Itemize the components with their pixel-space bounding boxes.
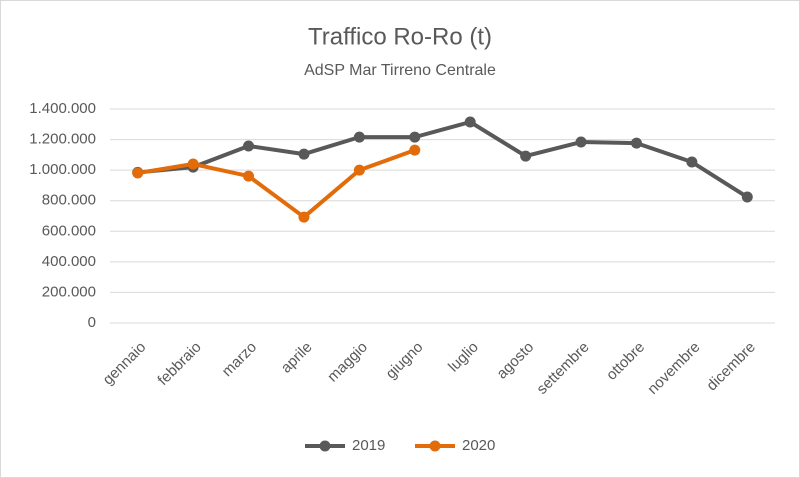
series-line: [137, 119, 749, 199]
series-marker: [464, 116, 476, 128]
series-marker: [132, 167, 144, 179]
legend-label: 2020: [462, 437, 495, 454]
chart-subtitle: AdSP Mar Tirreno Centrale: [304, 62, 496, 79]
y-tick-label: 1.400.000: [29, 100, 96, 117]
series-marker: [630, 137, 642, 149]
series-marker: [409, 131, 421, 143]
series-marker: [353, 164, 365, 176]
legend-label: 2019: [352, 437, 385, 454]
series-marker: [520, 150, 532, 162]
series-marker: [243, 140, 255, 152]
y-tick-label: 400.000: [42, 253, 96, 270]
y-tick-label: 1.000.000: [29, 161, 96, 178]
series-marker: [575, 136, 587, 148]
series-marker: [187, 158, 199, 170]
series-marker: [298, 211, 310, 223]
y-tick-label: 0: [88, 314, 96, 331]
series-line: [137, 148, 416, 220]
y-tick-label: 200.000: [42, 283, 96, 300]
chart-title: Traffico Ro-Ro (t): [308, 23, 492, 50]
y-tick-label: 600.000: [42, 222, 96, 239]
y-tick-label: 1.200.000: [29, 131, 96, 148]
series-marker: [409, 144, 421, 156]
series-marker: [741, 191, 753, 203]
series-marker: [243, 170, 255, 182]
series-marker: [686, 156, 698, 168]
series-marker: [298, 148, 310, 160]
legend-marker: [319, 440, 331, 452]
y-tick-label: 800.000: [42, 192, 96, 209]
series-marker: [353, 131, 365, 143]
legend-marker: [429, 440, 441, 452]
